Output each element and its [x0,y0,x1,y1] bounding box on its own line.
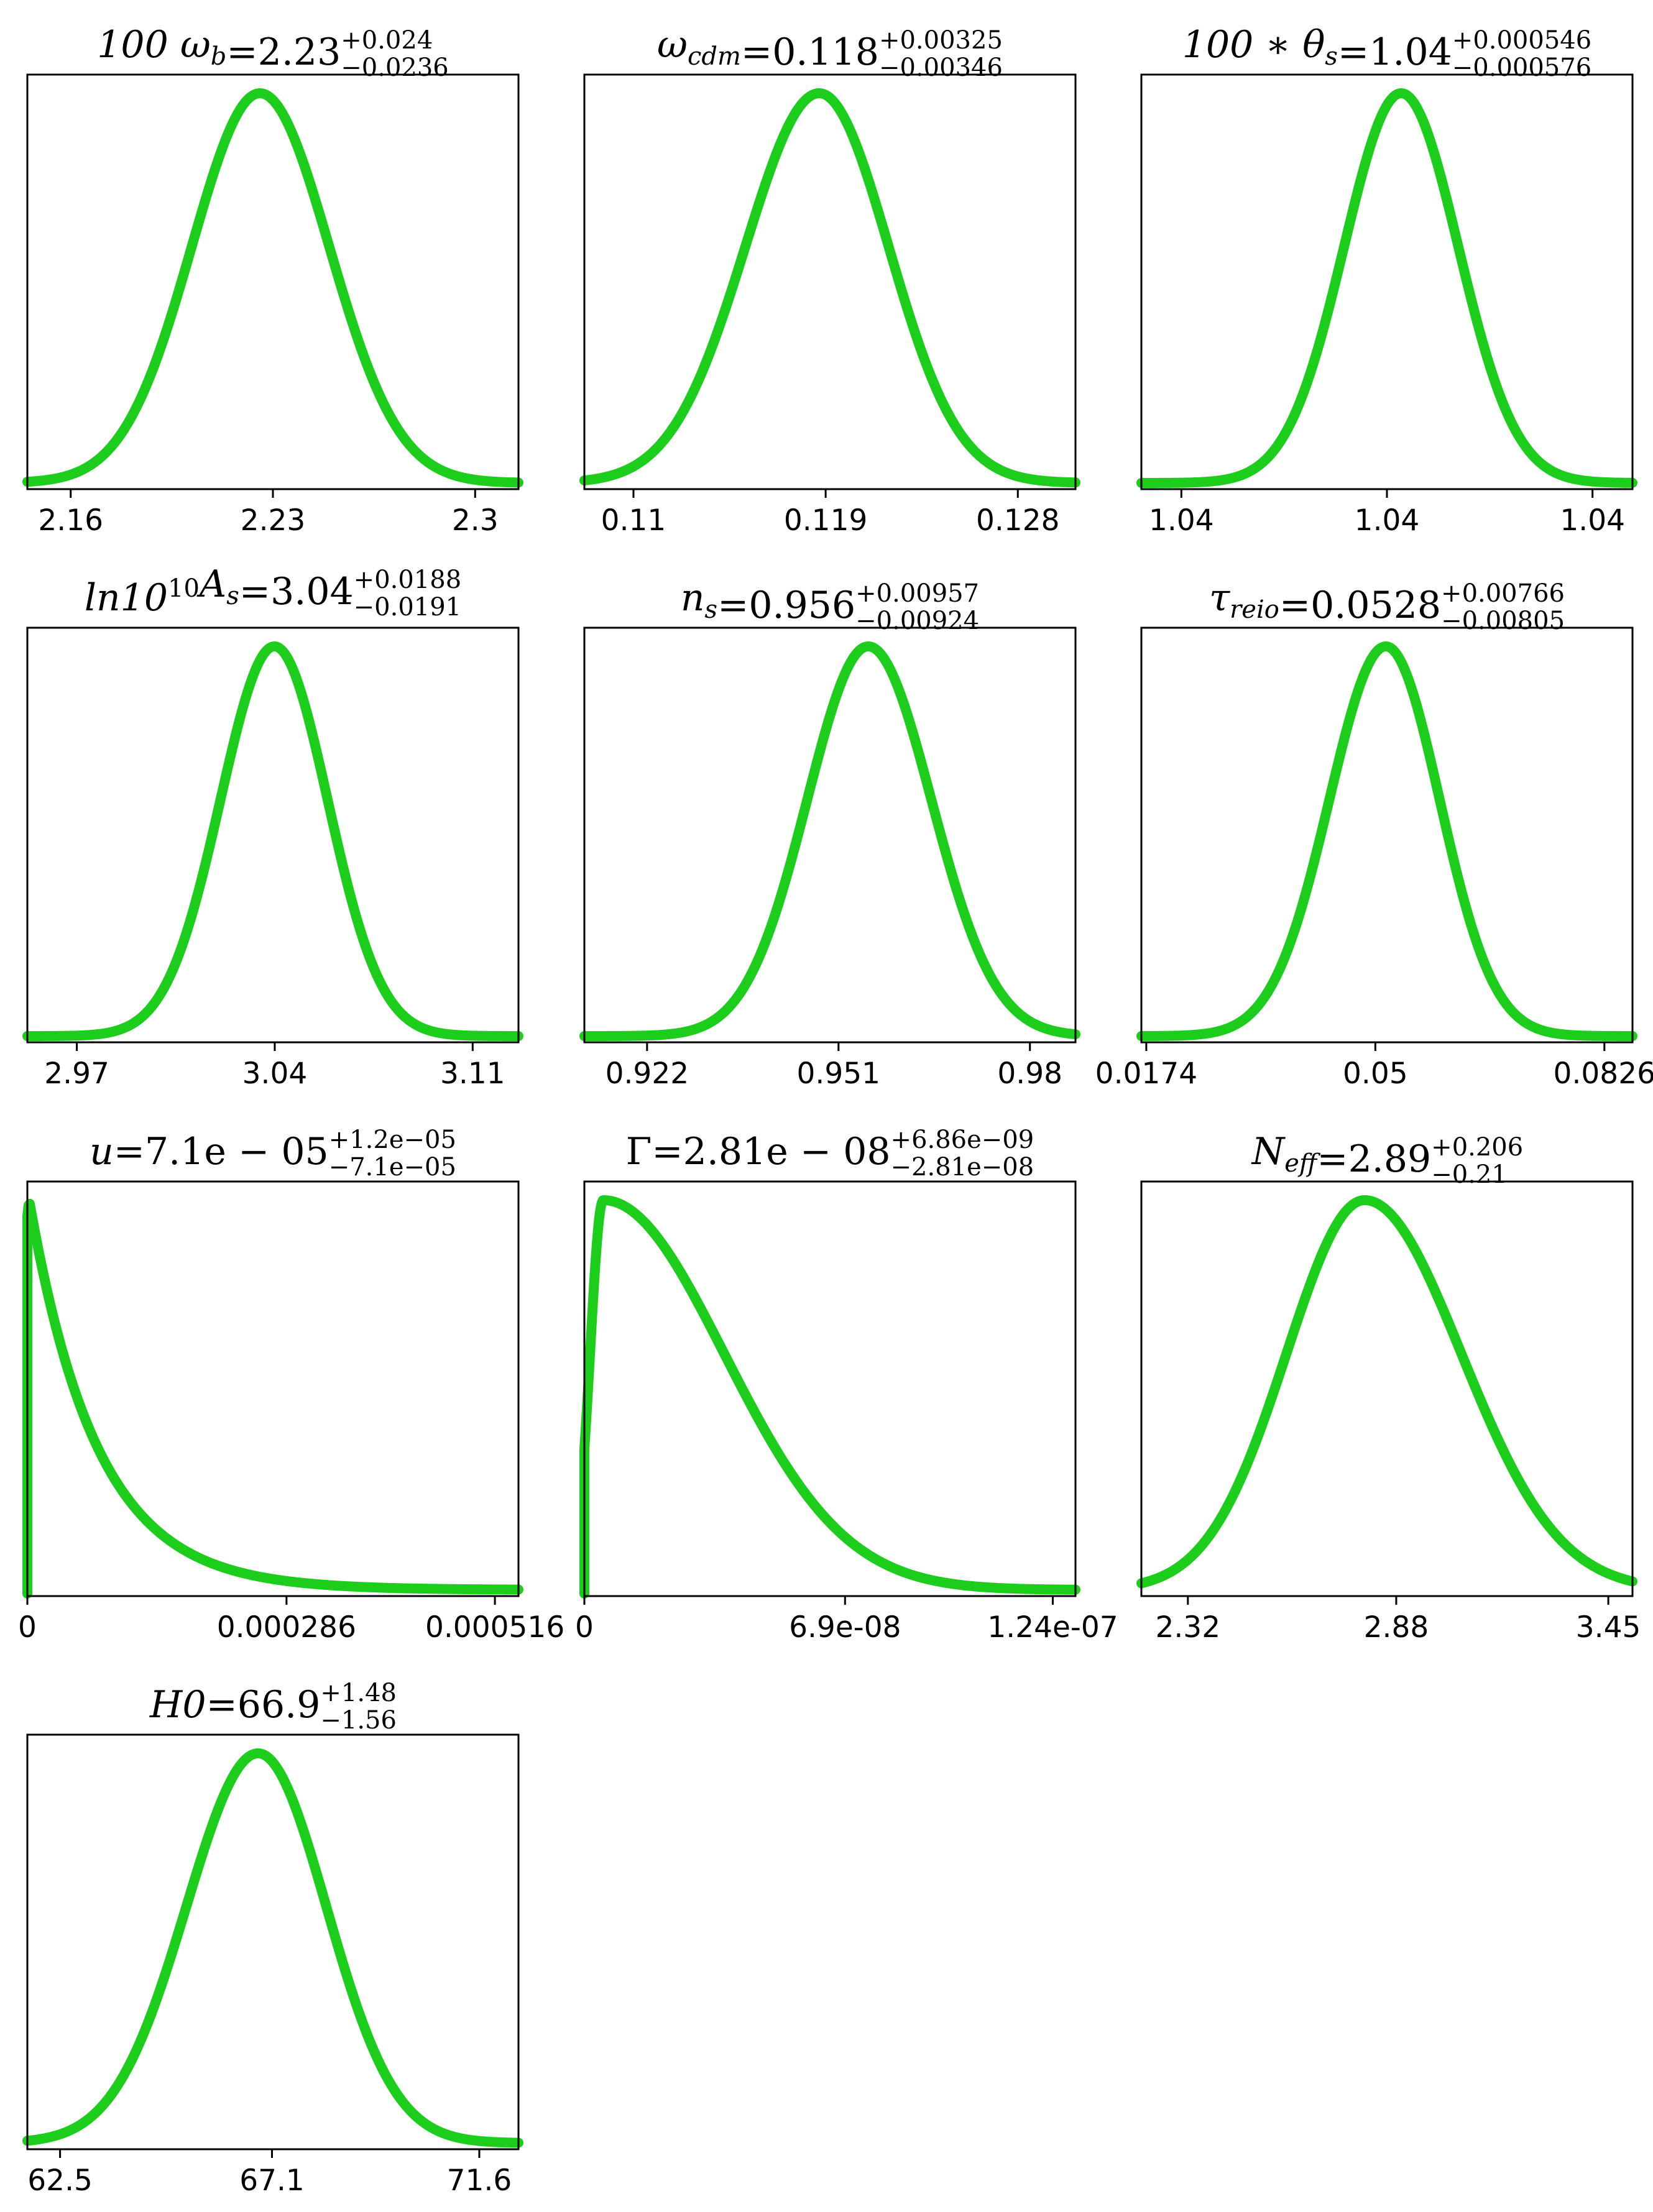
plot-frame [583,626,1077,1044]
plot-frame [583,73,1077,490]
posterior-panel-10: 62.5 67.1 71.6 H0=66.9+1.48 −1.56 [22,1679,523,2198]
x-tick-label: 0 [575,1610,594,1645]
x-tick-label: 0.128 [976,503,1060,538]
posterior-curve [22,641,523,1041]
x-tick-label: 0.11 [601,503,666,538]
x-tick-label: 0.119 [784,503,868,538]
plot-frame [26,1180,520,1597]
x-tick-label: 3.11 [440,1057,505,1091]
posterior-panel-4: 2.97 3.04 3.11 ln1010As=3.04+0.0188 −0.0191 [22,562,523,1091]
posterior-panel-6: 0.0174 0.05 0.0826 τreio=0.0528+0.00766 −0.0… [1095,576,1653,1091]
x-tick-label: 0.0826 [1554,1057,1653,1091]
x-tick-label: 1.04 [1149,503,1214,538]
posterior-curve [579,641,1080,1041]
x-tick-label: 6.9e-08 [789,1610,901,1645]
plot-frame [1140,73,1634,490]
x-tick-label: 0.000286 [217,1610,356,1645]
x-tick-label: 2.16 [38,503,103,538]
x-tick-label: 2.23 [241,503,306,538]
panel-title: Neff=2.89+0.206 −0.21 [1251,1130,1523,1189]
x-tick-label: 2.3 [452,503,499,538]
posterior-curve [1136,641,1637,1041]
posterior-panel-9: 2.32 2.88 3.45 Neff=2.89+0.206 −0.21 [1136,1130,1641,1645]
posterior-curve [1136,88,1637,488]
panel-title: 100 ωb=2.23+0.024 −0.0236 [97,23,449,82]
plot-frame [26,626,520,1044]
x-tick-label: 2.97 [44,1057,109,1091]
posterior-panel-5: 0.922 0.951 0.98 ns=0.956+0.00957 −0.00924 [579,576,1080,1091]
posterior-panel-2: 0.11 0.119 0.128 ωcdm=0.118+0.00325 −0.00346 [579,23,1080,538]
x-tick-label: 0 [18,1610,37,1645]
plot-frame [26,1733,520,2150]
x-tick-label: 0.922 [605,1057,689,1091]
x-tick-label: 0.951 [797,1057,881,1091]
posterior-curve [579,1195,1080,1599]
posterior-panel-1: 2.16 2.23 2.3 100 ωb=2.23+0.024 −0.0236 [22,23,523,538]
x-tick-label: 1.24e-07 [987,1610,1118,1645]
posterior-panel-3: 1.04 1.04 1.04 100 ∗ θs=1.04+0.000546 −0.000… [1136,23,1637,538]
x-tick-label: 1.04 [1560,503,1625,538]
x-tick-label: 0.000516 [425,1610,564,1645]
plot-frame [1140,626,1634,1044]
x-tick-label: 2.88 [1364,1610,1429,1645]
x-tick-label: 71.6 [447,2164,512,2198]
posterior-curve [1136,1195,1637,1589]
panel-title: τreio=0.0528+0.00766 −0.00805 [1209,576,1565,635]
posterior-curve [579,88,1080,488]
panel-title: H0=66.9+1.48 −1.56 [149,1679,397,1735]
x-tick-label: 3.04 [242,1057,308,1091]
panel-title: ln1010As=3.04+0.0188 −0.0191 [85,562,461,622]
panel-title: 100 ∗ θs=1.04+0.000546 −0.000576 [1182,23,1591,82]
panel-title: Γ=2.81e − 08+6.86e−09 −2.81e−08 [626,1126,1034,1182]
panel-title: ωcdm=0.118+0.00325 −0.00346 [657,23,1003,82]
plot-frame [583,1180,1077,1597]
posterior-curve [22,1748,523,2148]
posterior-curve [22,88,523,488]
x-tick-label: 67.1 [239,2164,305,2198]
x-tick-label: 0.0174 [1095,1057,1197,1091]
x-tick-label: 3.45 [1576,1610,1641,1645]
x-tick-label: 2.32 [1155,1610,1220,1645]
posterior-panel-8: 0 6.9e-08 1.24e-07 Γ=2.81e − 08+6.86e−09 −2.… [575,1126,1118,1645]
posterior-panel-7: 0 0.000286 0.000516 u=7.1e − 05+1.2e−05 −7.1… [18,1126,564,1645]
panel-title: ns=0.956+0.00957 −0.00924 [681,576,979,635]
panel-title: u=7.1e − 05+1.2e−05 −7.1e−05 [90,1126,456,1182]
plot-frame [1140,1180,1634,1597]
x-tick-label: 0.05 [1343,1057,1408,1091]
x-tick-label: 0.98 [997,1057,1062,1091]
x-tick-label: 62.5 [27,2164,93,2198]
x-tick-label: 1.04 [1355,503,1420,538]
plot-frame [26,73,520,490]
posterior-curve [22,1198,523,1599]
